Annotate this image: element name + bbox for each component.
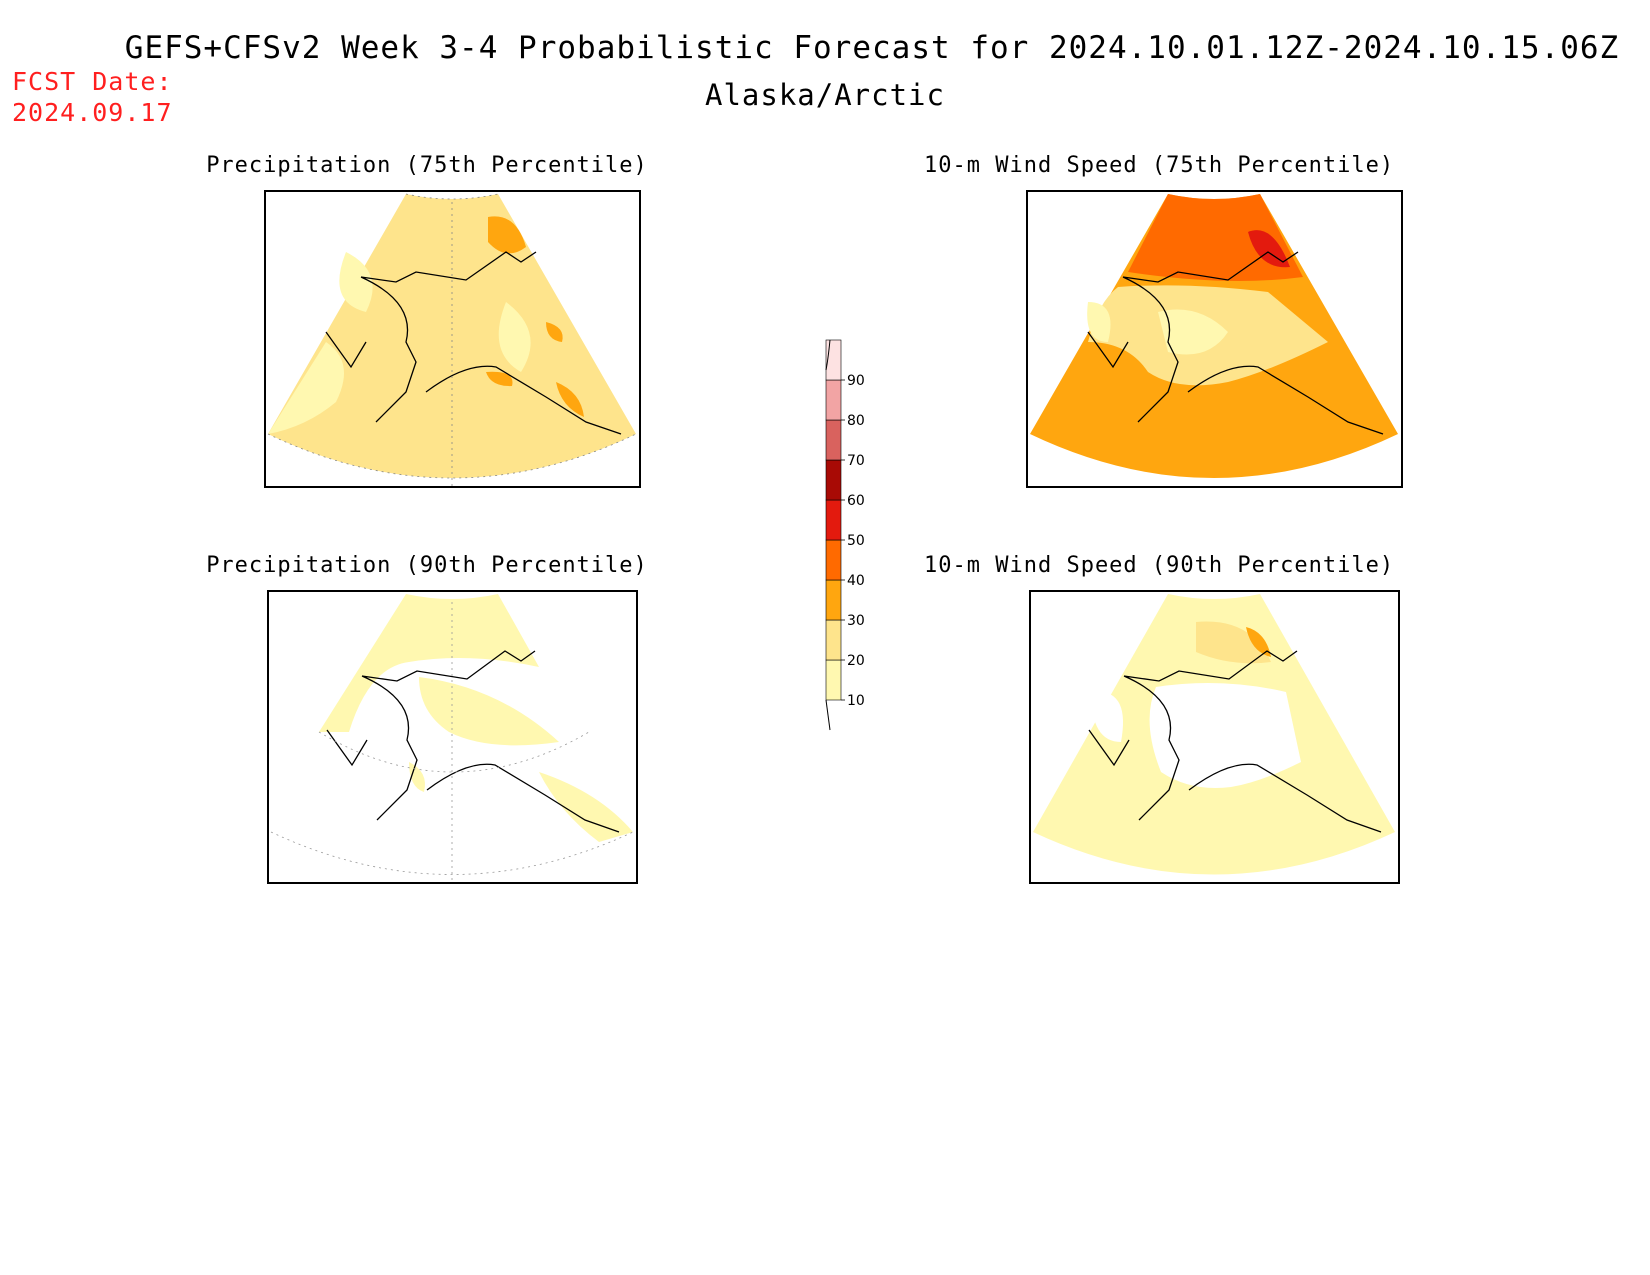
colorbar-tick-label: 50 [847,533,865,549]
alaska-coastline [1087,251,1384,435]
map-panel-precip75 [264,190,641,488]
high-prob-region [546,322,563,342]
colorbar-boxes [825,339,842,701]
fcst-date-label: FCST Date: [12,67,173,96]
high-prob-region [1246,627,1271,657]
alaska-coastline [1088,650,1382,833]
colorbar-tick-label: 20 [847,653,865,669]
white-region [1091,691,1123,742]
panel-title-precip90: Precipitation (90th Percentile) [206,553,648,578]
colorbar-box [825,619,842,661]
low-prob-region [498,302,531,372]
colorbar-box [825,459,842,501]
colorbar-box [825,419,842,461]
map-precip75 [267,193,637,486]
colorbar-tick-label: 70 [847,453,865,469]
colorbar-tick-label: 10 [847,693,865,709]
low-prob-region [409,762,425,792]
panel-title-wind90: 10-m Wind Speed (90th Percentile) [924,553,1395,578]
colorbar-tick-label: 30 [847,613,865,629]
colorbar-top-arrow [825,339,831,371]
map-wind75 [1030,194,1398,478]
colorbar-box [825,539,842,581]
high-prob-region [486,371,513,387]
map-panel-wind75 [1026,190,1403,488]
fcst-date-value: 2024.09.17 [12,98,173,127]
map-panel-precip90 [267,590,638,884]
high-prob-region [556,382,584,417]
grid-lines [267,193,637,486]
low-prob-region [339,252,373,312]
map-precip90 [270,594,634,882]
map-wind90 [1033,594,1395,875]
low-prob-region [539,772,633,842]
lowest-prob-region [1158,309,1228,355]
panel-title-precip75: Precipitation (75th Percentile) [206,153,648,178]
colorbar-bottom-arrow [825,699,831,731]
high-prob-region [488,216,526,254]
top-prob-region [1248,230,1290,268]
chart-title: GEFS+CFSv2 Week 3-4 Probabilistic Foreca… [124,30,1620,66]
low-prob-region [419,677,559,746]
colorbar-box [825,659,842,701]
colorbar-tick-label: 80 [847,413,865,429]
alaska-coastline [326,650,620,833]
colorbar-box [825,579,842,621]
white-region [1149,683,1301,788]
lowest-prob-region [1087,302,1111,342]
mid-prob-region [1196,621,1271,664]
low-prob-region [268,342,344,434]
colorbar-tick-label: 90 [847,373,865,389]
low-prob-region [319,594,539,732]
colorbar-labels: 10 20 30 40 50 60 70 80 90 [841,373,865,709]
map-panel-wind90 [1029,590,1400,884]
region-subtitle: Alaska/Arctic [705,78,945,112]
colorbar-box [825,339,842,381]
grid-lines [270,602,634,882]
colorbar-tick-label: 60 [847,493,865,509]
colorbar-tick-label: 40 [847,573,865,589]
high-prob-region [1128,194,1303,281]
alaska-coastline [325,251,622,435]
colorbar: 10 20 30 40 50 60 70 80 90 [825,339,865,731]
colorbar-box [825,499,842,541]
colorbar-box [825,379,842,421]
panel-title-wind75: 10-m Wind Speed (75th Percentile) [924,153,1395,178]
